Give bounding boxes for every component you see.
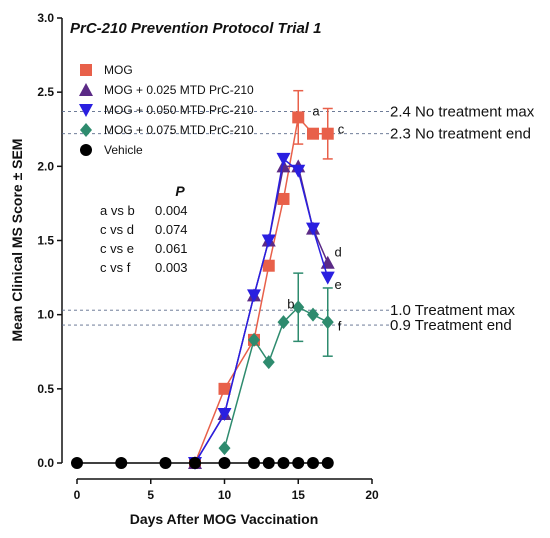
x-tick-label: 5: [147, 488, 154, 502]
series-line: [194, 157, 329, 464]
legend-label: MOG: [104, 63, 133, 77]
data-point: [291, 164, 306, 178]
data-point: [307, 127, 319, 140]
legend-item: MOG + 0.050 MTD PrC-210: [79, 103, 254, 117]
data-point: [248, 457, 260, 469]
data-point: [71, 457, 83, 469]
series-line: [223, 306, 329, 449]
y-axis-label: Mean Clinical MS Score ± SEM: [9, 139, 25, 342]
data-point: [276, 152, 291, 166]
legend-label: MOG + 0.025 MTD PrC-210: [104, 83, 254, 97]
y-tick-label: 2.0: [37, 159, 54, 173]
legend-item: MOG: [80, 63, 133, 77]
data-point: [277, 457, 290, 469]
data-point: [277, 192, 290, 205]
legend-label: MOG + 0.050 MTD PrC-210: [104, 103, 254, 117]
series-line: [194, 115, 328, 464]
series-4: [218, 272, 334, 456]
plot-area: 0.0 0.5 1.0 1.5 2.0 2.5 3.0 0 5 10 15 20 2.4 No trea…: [37, 11, 534, 502]
y-tick-label: 1.0: [37, 308, 54, 322]
data-point: [321, 457, 334, 469]
y-tick-label: 1.5: [37, 234, 54, 248]
point-annotation: d: [334, 244, 341, 259]
data-point: [189, 457, 201, 469]
legend-marker: [80, 123, 92, 137]
data-point: [159, 457, 172, 469]
data-point: [307, 307, 319, 322]
point-annotation: e: [334, 277, 341, 292]
stats-header: P: [175, 183, 185, 199]
data-point: [247, 289, 261, 303]
point-annotation: f: [338, 319, 342, 334]
y-tick-label: 3.0: [37, 11, 54, 25]
data-point: [218, 382, 231, 395]
data-point: [292, 300, 305, 315]
reference-line-label: 2.3 No treatment end: [390, 126, 531, 143]
x-tick-label: 0: [74, 488, 81, 502]
data-point: [261, 234, 276, 248]
legend-item: Vehicle: [80, 143, 143, 157]
x-tick-label: 20: [365, 488, 379, 502]
series-5: [71, 457, 334, 469]
stats-table: Pa vs b 0.004 c vs d 0.074 c vs e 0.061 c vs f…: [100, 183, 188, 275]
stats-p-value: 0.003: [155, 260, 188, 275]
data-point: [277, 315, 290, 330]
legend-item: MOG + 0.075 MTD PrC-210: [80, 123, 254, 137]
data-point: [218, 457, 231, 469]
data-point: [262, 355, 275, 370]
data-point: [217, 408, 232, 422]
y-tick-label: 2.5: [37, 85, 54, 99]
stats-comparison: c vs e: [100, 241, 134, 256]
y-tick-label: 0.5: [37, 382, 54, 396]
legend-label: MOG + 0.075 MTD PrC-210: [104, 123, 254, 137]
y-tick-label: 0.0: [37, 456, 54, 470]
legend: MOG MOG + 0.025 MTD PrC-210 MOG + 0.050 MT…: [79, 63, 254, 157]
data-point: [248, 332, 260, 347]
data-point: [115, 457, 128, 469]
legend-marker: [79, 83, 93, 96]
data-point: [321, 127, 334, 140]
stats-comparison: c vs d: [100, 222, 134, 237]
series-1: [189, 89, 334, 469]
legend-marker: [80, 144, 92, 156]
x-axis-label: Days After MOG Vaccination: [130, 511, 319, 527]
stats-comparison: a vs b: [100, 203, 135, 218]
legend-marker: [79, 104, 93, 117]
data-point: [262, 457, 275, 469]
x-tick-label: 15: [292, 488, 306, 502]
x-tick-label: 10: [218, 488, 232, 502]
data-point: [320, 271, 335, 285]
stats-comparison: c vs f: [100, 260, 131, 275]
data-point: [262, 259, 275, 272]
data-point: [307, 457, 319, 469]
stats-p-value: 0.061: [155, 241, 188, 256]
legend-item: MOG + 0.025 MTD PrC-210: [79, 83, 254, 97]
reference-line-label: 0.9 Treatment end: [390, 317, 512, 334]
stats-p-value: 0.004: [155, 203, 188, 218]
point-annotation: c: [338, 121, 345, 136]
reference-line-label: 1.0 Treatment max: [390, 302, 516, 319]
data-point: [321, 315, 334, 330]
point-annotation: a: [312, 103, 320, 118]
stats-p-value: 0.074: [155, 222, 188, 237]
point-annotation: b: [287, 296, 294, 311]
legend-marker: [80, 64, 92, 76]
data-point: [292, 457, 305, 469]
data-point: [292, 111, 305, 124]
data-point: [218, 441, 231, 456]
reference-line-label: 2.4 No treatment max: [390, 103, 535, 120]
data-point: [306, 222, 320, 236]
legend-label: Vehicle: [104, 143, 143, 157]
chart-title: PrC-210 Prevention Protocol Trial 1: [70, 20, 321, 37]
